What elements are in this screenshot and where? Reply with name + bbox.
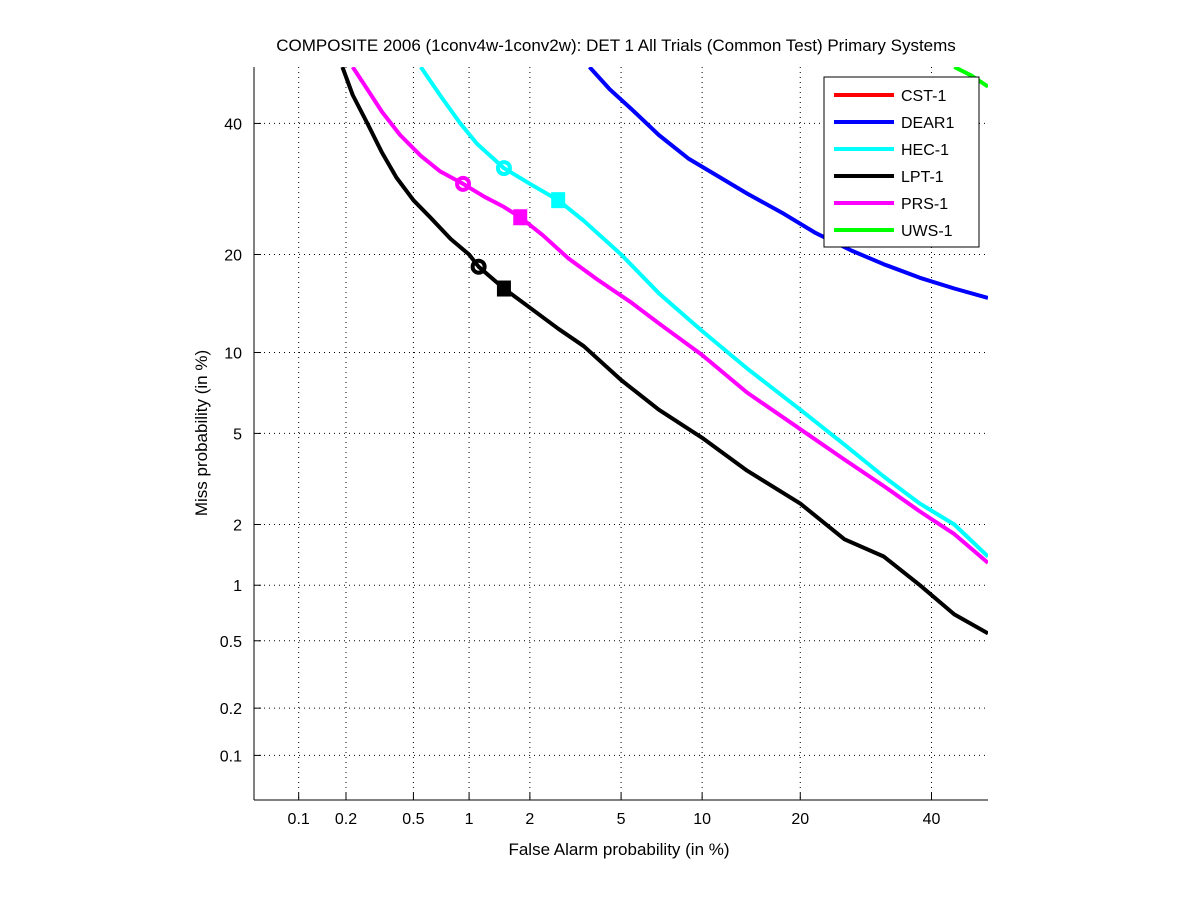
x-axis-label: False Alarm probability (in %): [508, 840, 729, 859]
series-line-lpt-1: [340, 67, 988, 636]
marker-square-prs-1: [513, 209, 528, 226]
y-tick-label: 40: [224, 116, 242, 133]
legend-box: [823, 76, 980, 248]
legend-label-dear1: DEAR1: [901, 115, 954, 132]
legend-label-hec-1: HEC-1: [901, 142, 949, 159]
series-line-uws-1: [953, 67, 988, 89]
y-ticks: 0.1 0.2 0.5 1 2 5 10 20 40: [220, 116, 261, 765]
y-tick-label: 2: [233, 517, 242, 534]
legend-label-cst-1: CST-1: [901, 88, 946, 105]
x-tick-label: 5: [617, 811, 626, 828]
x-tick-label: 2: [525, 811, 534, 828]
grid: [254, 67, 988, 800]
marker-circle-hec-1: [495, 160, 512, 177]
x-tick-label: 0.5: [402, 811, 424, 828]
series-line-dear1: [588, 67, 988, 300]
legend-label-lpt-1: LPT-1: [901, 169, 944, 186]
x-tick-label: 40: [923, 811, 941, 828]
y-tick-label: 5: [233, 426, 242, 443]
legend-label-uws-1: UWS-1: [901, 223, 953, 240]
marker-circle-prs-1: [455, 175, 472, 192]
chart-title: COMPOSITE 2006 (1conv4w-1conv2w): DET 1 …: [276, 36, 956, 55]
y-tick-label: 0.2: [220, 701, 242, 718]
y-tick-label: 1: [233, 578, 242, 595]
legend-label-prs-1: PRS-1: [901, 196, 948, 213]
marker-square-hec-1: [551, 192, 566, 209]
x-tick-label: 20: [791, 811, 809, 828]
y-axis-label: Miss probability (in %): [192, 350, 211, 516]
y-tick-label: 20: [224, 247, 242, 264]
x-tick-label: 0.1: [288, 811, 310, 828]
x-tick-label: 1: [465, 811, 474, 828]
legend: CST-1 DEAR1 HEC-1 LPT-1 PRS-1 UWS-1: [823, 76, 980, 248]
series-group: [340, 67, 988, 636]
marker-circle-lpt-1: [470, 258, 487, 275]
series-line-prs-1: [351, 67, 988, 565]
x-tick-label: 10: [693, 811, 711, 828]
x-ticks: 0.1 0.2 0.5 1 2 5 10 20 40: [288, 793, 941, 828]
marker-square-lpt-1: [496, 280, 511, 297]
y-tick-label: 0.1: [220, 748, 242, 765]
y-tick-label: 10: [224, 345, 242, 362]
y-tick-label: 0.5: [220, 634, 242, 651]
series-line-hec-1: [419, 67, 988, 558]
x-tick-label: 0.2: [335, 811, 357, 828]
